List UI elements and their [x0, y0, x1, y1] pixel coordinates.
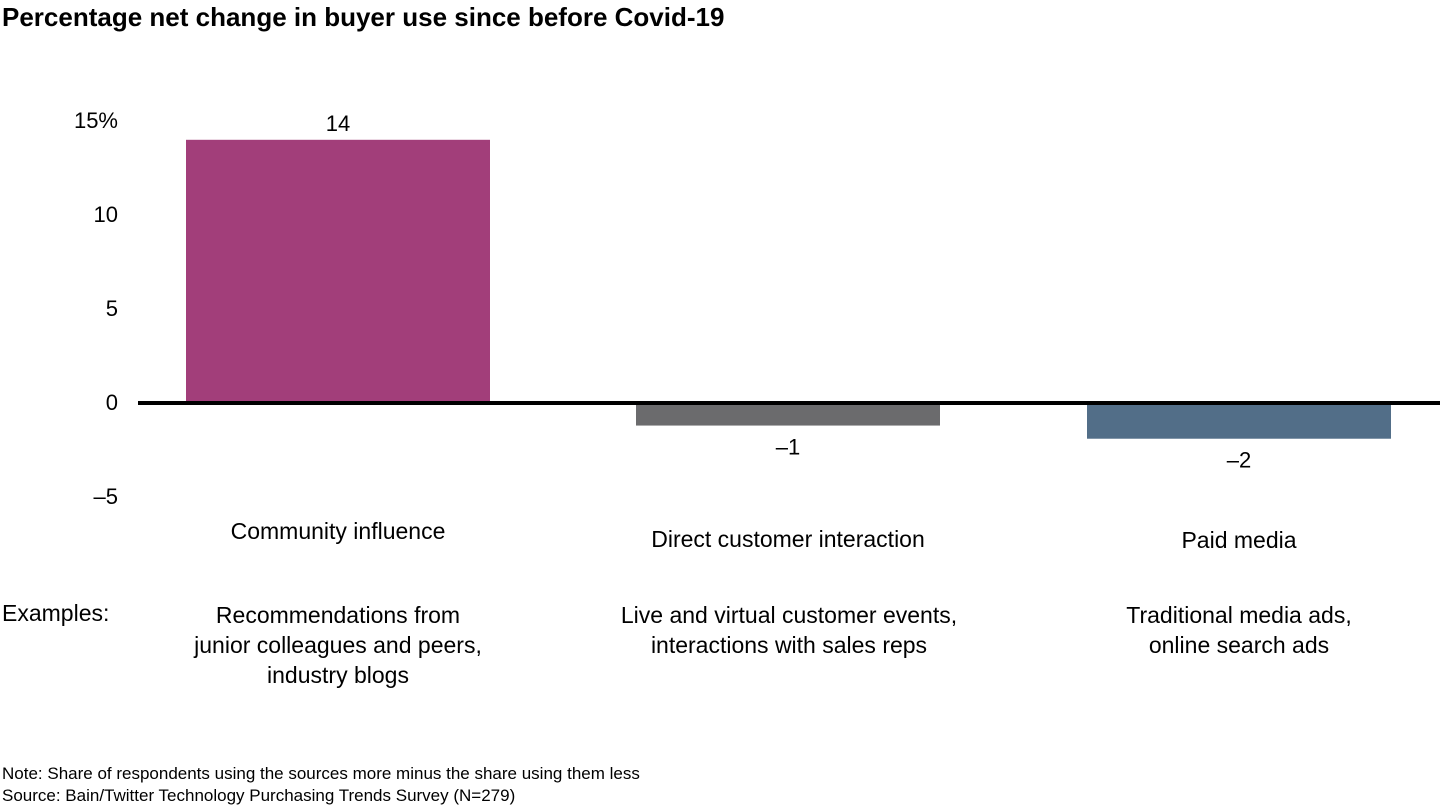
examples-label: Examples: — [2, 600, 110, 626]
bar — [636, 403, 940, 426]
example-line: online search ads — [1148, 632, 1330, 658]
examples-community-influence: Recommendations from junior colleagues a… — [118, 600, 558, 690]
data-label: –2 — [1227, 448, 1251, 473]
bar — [1087, 403, 1391, 439]
data-label: –1 — [776, 435, 800, 460]
example-line: Live and virtual customer events, — [620, 602, 958, 628]
category-label: Paid media — [1181, 527, 1296, 553]
data-label: 14 — [326, 111, 350, 136]
example-line: interactions with sales reps — [650, 632, 928, 658]
example-line: Recommendations from — [215, 602, 461, 628]
example-line: Traditional media ads, — [1126, 602, 1352, 628]
bar — [186, 139, 490, 404]
y-tick-label: 10 — [94, 202, 118, 227]
source-text: Source: Bain/Twitter Technology Purchasi… — [2, 786, 516, 805]
y-tick-label: 15% — [74, 108, 118, 133]
note-text: Note: Share of respondents using the sou… — [2, 764, 640, 783]
examples-direct-customer-interaction: Live and virtual customer events, intera… — [569, 600, 1009, 660]
examples-paid-media: Traditional media ads, online search ads — [1019, 600, 1440, 660]
y-tick-label: 5 — [106, 296, 118, 321]
example-line: industry blogs — [267, 662, 409, 688]
category-label: Direct customer interaction — [651, 526, 925, 552]
bar-chart: 15% 10 5 0 –5 14 Community influence –1 Direct c… — [74, 108, 1440, 553]
y-tick-label: –5 — [94, 484, 118, 509]
example-line: junior colleagues and peers, — [194, 632, 482, 658]
footnotes: Note: Share of respondents using the sou… — [2, 763, 640, 807]
chart-title: Percentage net change in buyer use since… — [2, 2, 725, 32]
category-label: Community influence — [231, 518, 446, 544]
y-tick-label: 0 — [106, 390, 118, 415]
